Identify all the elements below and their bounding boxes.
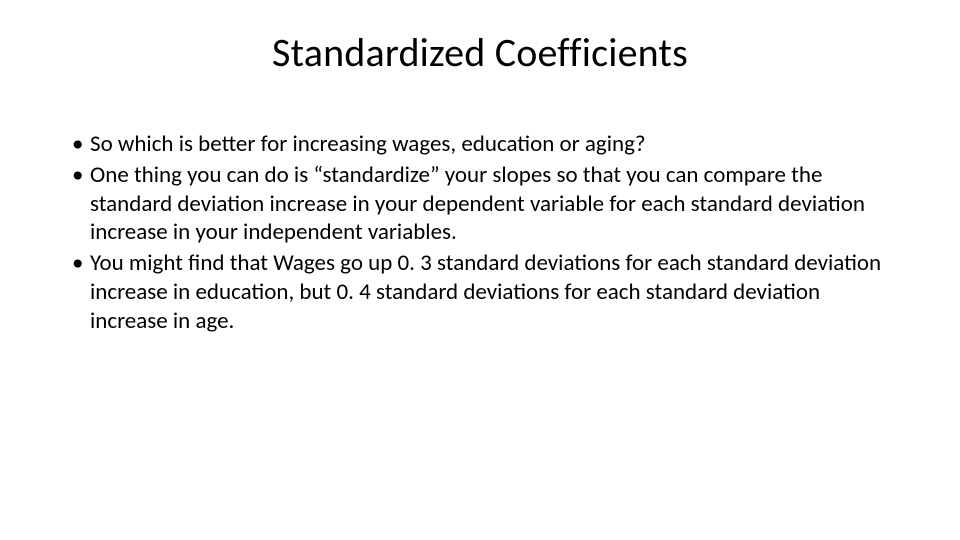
- slide-title: Standardized Coefficients: [0, 28, 960, 77]
- bullet-item: You might find that Wages go up 0. 3 sta…: [72, 249, 888, 335]
- slide: Standardized Coefficients So which is be…: [0, 0, 960, 540]
- bullet-item: One thing you can do is “standardize” yo…: [72, 161, 888, 247]
- bullet-item: So which is better for increasing wages,…: [72, 130, 888, 159]
- slide-body: So which is better for increasing wages,…: [72, 130, 888, 337]
